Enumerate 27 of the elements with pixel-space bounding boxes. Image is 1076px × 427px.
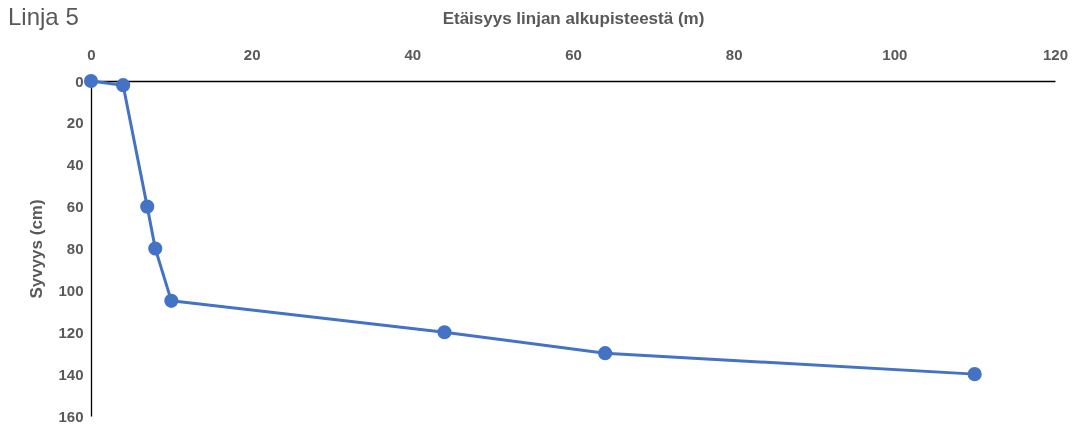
point [148, 241, 163, 256]
x-tick-label: 0 [87, 45, 96, 63]
x-tick-label: 80 [725, 45, 743, 63]
point [83, 73, 99, 89]
y-tick-label: 40 [66, 156, 84, 174]
y-tick-label: 100 [58, 281, 84, 299]
y-axis-title: Syvyys (cm) [27, 199, 47, 299]
y-tick-label: 160 [58, 407, 84, 425]
y-tick-label: 140 [58, 365, 84, 383]
point [140, 199, 155, 214]
y-tick-label: 0 [75, 72, 84, 90]
y-tick-label: 20 [66, 114, 84, 132]
point [116, 78, 131, 93]
point [598, 346, 613, 361]
y-tick-label: 120 [58, 323, 84, 341]
x-tick-label: 20 [243, 45, 261, 63]
y-tick-label: 80 [66, 240, 84, 257]
x-tick-label: 40 [404, 45, 422, 63]
x-tick-label: 60 [565, 45, 582, 63]
chart-title: Linja 5 [8, 3, 79, 30]
point [164, 293, 179, 308]
point [967, 367, 982, 382]
y-tick-label: 60 [66, 198, 84, 216]
x-axis-title: Etäisyys linjan alkupisteestä (m) [442, 8, 705, 28]
x-tick-label: 120 [1042, 45, 1069, 63]
x-tick-label: 100 [882, 45, 908, 63]
point [437, 325, 452, 340]
